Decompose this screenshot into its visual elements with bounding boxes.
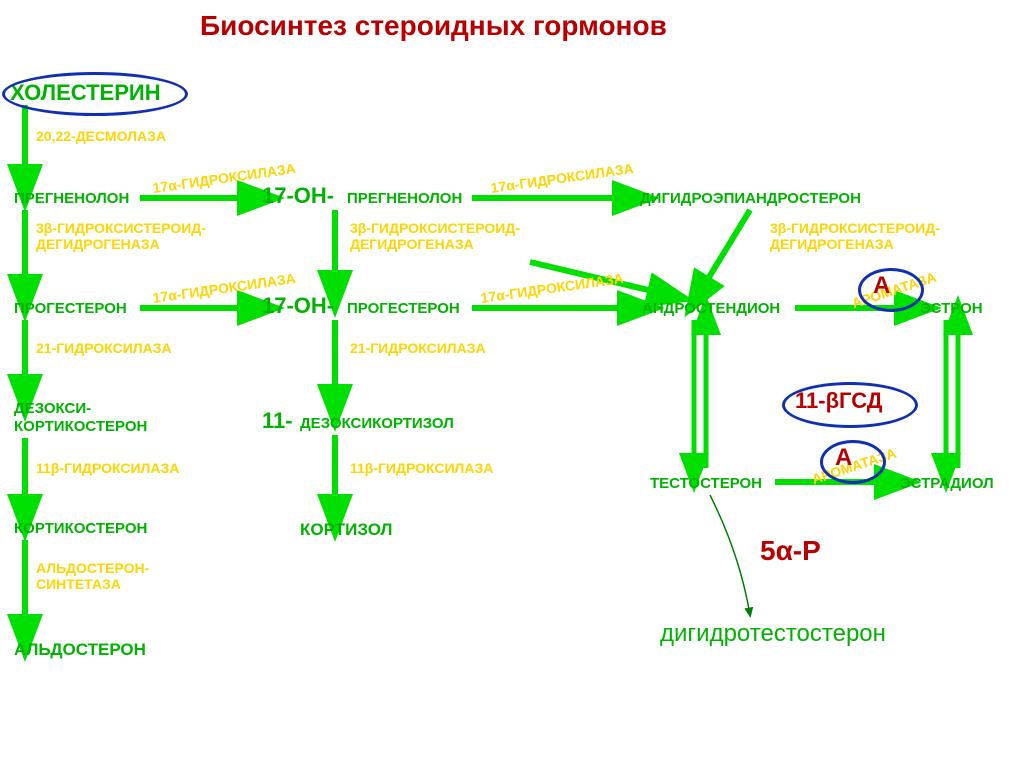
- node-cortisol: КОРТИЗОЛ: [300, 520, 392, 540]
- node-deoxycortisol: 11-: [262, 408, 293, 434]
- enzyme-label-5: 3β-ГИДРОКСИСТЕРОИД-: [350, 220, 520, 236]
- node-oh17prog_prefix: 17-OH-: [262, 293, 334, 319]
- enzyme-label-7: 3β-ГИДРОКСИСТЕРОИД-: [770, 220, 940, 236]
- node-pregnenolone: ПРЕГНЕНОЛОН: [14, 190, 129, 207]
- annotation-label-2: А: [835, 444, 852, 472]
- enzyme-label-17: АЛЬДОСТЕРОН-: [36, 560, 149, 576]
- node-oh17preg: ПРЕГНЕНОЛОН: [347, 190, 462, 207]
- enzyme-label-18: СИНТЕТАЗА: [36, 576, 121, 592]
- node-deoxycortisol2: ДЕЗОКСИКОРТИЗОЛ: [300, 415, 454, 432]
- node-dht: дигидротестостерон: [660, 620, 886, 648]
- enzyme-label-14: 11β-ГИДРОКСИЛАЗА: [36, 460, 179, 476]
- enzyme-label-8: ДЕГИДРОГЕНАЗА: [770, 236, 894, 252]
- annotation-label-3: 5α-Р: [760, 535, 821, 567]
- node-doc1: ДЕЗОКСИ-: [14, 400, 91, 417]
- diagram-title: Биосинтез стероидных гормонов: [200, 10, 667, 42]
- enzyme-label-4: ДЕГИДРОГЕНАЗА: [36, 236, 160, 252]
- enzyme-label-6: ДЕГИДРОГЕНАЗА: [350, 236, 474, 252]
- node-estrone: ЭСТРОН: [920, 300, 983, 317]
- enzyme-label-2: 17α-ГИДРОКСИЛАЗА: [490, 160, 635, 196]
- enzyme-label-3: 3β-ГИДРОКСИСТЕРОИД-: [36, 220, 206, 236]
- enzyme-label-10: 17α-ГИДРОКСИЛАЗА: [480, 270, 625, 306]
- enzyme-label-12: 21-ГИДРОКСИЛАЗА: [36, 340, 172, 356]
- node-testosterone: ТЕСТОСТЕРОН: [650, 475, 762, 492]
- node-oh17preg_prefix: 17-OH-: [262, 183, 334, 209]
- annotation-label-1: 11-βГСД: [795, 388, 882, 414]
- node-estradiol: ЭСТРАДИОЛ: [900, 475, 994, 492]
- node-androstenedione: АНДРОСТЕНДИОН: [642, 300, 780, 317]
- enzyme-label-15: 11β-ГИДРОКСИЛАЗА: [350, 460, 493, 476]
- node-progesterone: ПРОГЕСТЕРОН: [14, 300, 127, 317]
- enzyme-label-0: 20,22-ДЕСМОЛАЗА: [36, 128, 166, 144]
- enzyme-label-13: 21-ГИДРОКСИЛАЗА: [350, 340, 486, 356]
- node-aldosterone: АЛЬДОСТЕРОН: [14, 640, 146, 660]
- node-dhea: ДИГИДРОЭПИАНДРОСТЕРОН: [640, 190, 861, 207]
- node-corticosterone: КОРТИКОСТЕРОН: [14, 520, 147, 537]
- annotation-circle-1: [858, 268, 924, 312]
- node-doc2: КОРТИКОСТЕРОН: [14, 418, 147, 435]
- annotation-circle-0: [2, 72, 188, 116]
- annotation-label-0: А: [873, 272, 890, 300]
- annotation-circle-3: [820, 440, 886, 484]
- node-oh17prog: ПРОГЕСТЕРОН: [347, 300, 460, 317]
